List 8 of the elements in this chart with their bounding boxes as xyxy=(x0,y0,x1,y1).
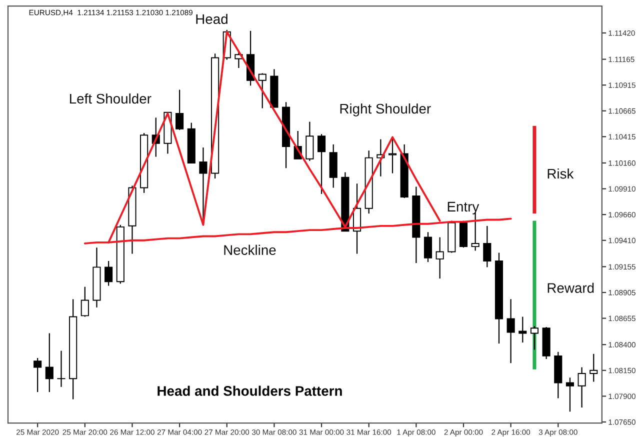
annotation: Head xyxy=(196,14,228,24)
text: Head and Shoulders Pattern xyxy=(158,386,342,396)
annotation: Risk xyxy=(548,168,574,179)
annotation: Entry xyxy=(448,202,480,214)
annotation: Neckline xyxy=(224,244,276,255)
annotation: Right Shoulder xyxy=(340,103,431,116)
annotation: Reward xyxy=(548,282,594,293)
annotation: Left Shoulder xyxy=(70,93,152,104)
